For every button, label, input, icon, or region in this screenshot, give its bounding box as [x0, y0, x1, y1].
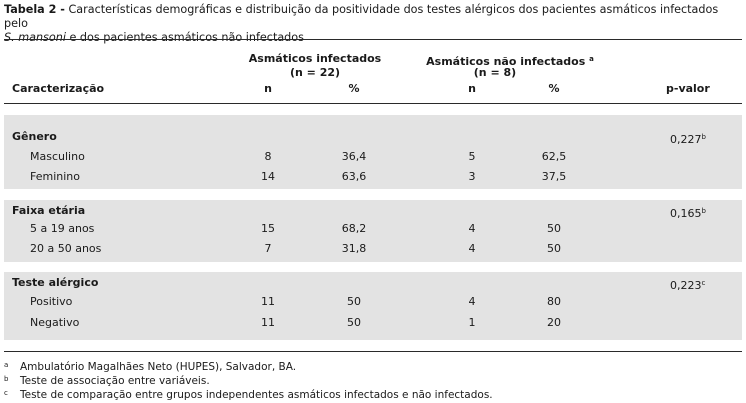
- row-label: 20 a 50 anos: [30, 242, 102, 255]
- caption-species: S. mansoni: [4, 31, 66, 44]
- col-n2: n: [468, 82, 476, 95]
- group1-title: Asmáticos infectados: [248, 52, 382, 65]
- cell-n1: 14: [261, 170, 275, 183]
- cell-n1: 11: [261, 316, 275, 329]
- col-pvalor: p-valor: [666, 82, 710, 95]
- col-caracterizacao: Caracterização: [12, 82, 105, 95]
- footnote: c Teste de comparação entre grupos indepe…: [4, 389, 493, 401]
- cell-pct2: 37,5: [541, 170, 567, 183]
- section-band-faixa-etaria: [4, 200, 742, 262]
- cell-n1: 15: [261, 222, 275, 235]
- footnote: b Teste de associação entre variáveis.: [4, 375, 210, 387]
- cell-n2: 4: [468, 222, 476, 235]
- cell-pct2: 20: [547, 316, 561, 329]
- pvalue: 0,223c: [670, 279, 706, 292]
- cell-pct1: 50: [347, 316, 361, 329]
- section-title: Faixa etária: [12, 204, 86, 217]
- section-title: Teste alérgico: [12, 276, 99, 289]
- cell-n2: 4: [468, 242, 476, 255]
- cell-n2: 3: [468, 170, 476, 183]
- bottom-rule: [4, 351, 742, 352]
- cell-pct1: 31,8: [341, 242, 367, 255]
- group2-title-text: Asmáticos não infectados: [426, 55, 586, 68]
- section-title: Gênero: [12, 130, 57, 143]
- cell-n1: 7: [264, 242, 272, 255]
- footnote: a Ambulatório Magalhães Neto (HUPES), Sal…: [4, 361, 297, 373]
- cell-n1: 8: [264, 150, 272, 163]
- row-label: Masculino: [30, 150, 85, 163]
- cell-pct1: 36,4: [341, 150, 367, 163]
- section-band-teste-alergico: [4, 272, 742, 340]
- cell-pct2: 50: [547, 242, 561, 255]
- col-pct1: %: [348, 82, 360, 95]
- table-label: Tabela 2 -: [4, 3, 65, 16]
- row-label: Positivo: [30, 295, 73, 308]
- row-label: 5 a 19 anos: [30, 222, 95, 235]
- cell-pct2: 80: [547, 295, 561, 308]
- cell-pct2: 62,5: [541, 150, 567, 163]
- group2-n: (n = 8): [473, 66, 517, 79]
- cell-n1: 11: [261, 295, 275, 308]
- cell-pct1: 50: [347, 295, 361, 308]
- group2-title-sup: a: [589, 55, 594, 63]
- cell-pct1: 68,2: [341, 222, 367, 235]
- col-pct2: %: [548, 82, 560, 95]
- section-band-genero: [4, 115, 742, 189]
- table-caption: Tabela 2 - Características demográficas …: [4, 3, 742, 45]
- row-label: Negativo: [30, 316, 80, 329]
- header-rule: [4, 103, 742, 104]
- top-rule: [4, 39, 742, 40]
- caption-text-2: e dos pacientes asmáticos não infectados: [65, 31, 304, 44]
- group1-n: (n = 22): [289, 66, 341, 79]
- row-label: Feminino: [30, 170, 80, 183]
- cell-pct1: 63,6: [341, 170, 367, 183]
- cell-pct2: 50: [547, 222, 561, 235]
- col-n1: n: [264, 82, 272, 95]
- cell-n2: 5: [468, 150, 476, 163]
- group2-title: Asmáticos não infectados a: [420, 52, 600, 69]
- caption-text-1: Características demográficas e distribui…: [4, 3, 719, 30]
- cell-n2: 1: [468, 316, 476, 329]
- pvalue: 0,227b: [670, 133, 706, 146]
- pvalue: 0,165b: [670, 207, 706, 220]
- cell-n2: 4: [468, 295, 476, 308]
